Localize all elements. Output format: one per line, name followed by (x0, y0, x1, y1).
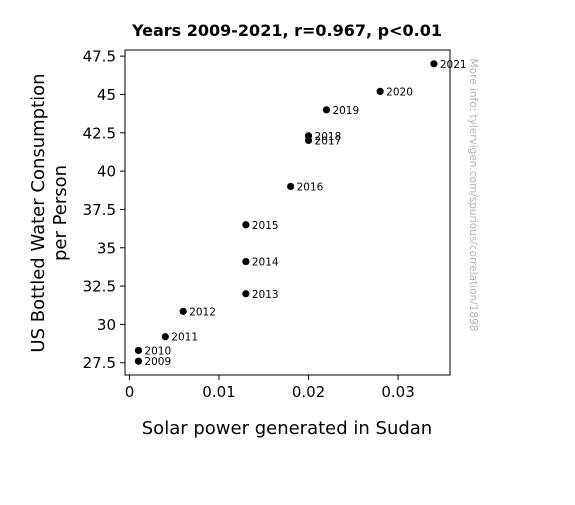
data-point-label: 2016 (297, 181, 324, 193)
data-point-label: 2013 (252, 289, 279, 301)
x-tick-label: 0.02 (292, 383, 325, 401)
y-axis-label-line-1: US Bottled Water Consumption (28, 73, 49, 352)
y-tick-label: 40 (97, 163, 116, 181)
y-tick-label: 45 (97, 86, 116, 104)
y-tick-label: 42.5 (83, 124, 116, 142)
y-tick-label: 32.5 (83, 278, 116, 296)
data-point-label: 2012 (189, 306, 216, 318)
data-point-label: 2019 (332, 105, 359, 117)
data-point-label: 2017 (315, 135, 342, 147)
x-axis-label: Solar power generated in Sudan (142, 418, 432, 439)
y-tick-label: 35 (97, 239, 116, 257)
data-point-label: 2018 (315, 131, 342, 143)
y-axis-ticks: 27.5 30 32.5 35 37.5 40 42.5 45 47.5 (83, 48, 125, 372)
data-point (376, 87, 384, 95)
y-tick-label: 27.5 (83, 354, 116, 372)
data-point-label: 2021 (440, 59, 467, 71)
x-axis-ticks: 0 0.01 0.02 0.03 (125, 375, 415, 401)
data-point (242, 221, 250, 229)
data-point (322, 106, 331, 114)
data-point (134, 357, 143, 365)
data-point (430, 60, 438, 68)
chart-title: Years 2009-2021, r=0.967, p<0.01 (131, 21, 442, 40)
data-point (134, 346, 143, 355)
data-point-label: 2014 (252, 257, 279, 269)
data-point (242, 257, 250, 266)
data-point-label: 2015 (252, 220, 279, 232)
watermark-text: More info: tylervigen.com/spurious/corre… (467, 59, 479, 332)
data-point-label: 2009 (144, 356, 171, 368)
data-point-label: 2010 (144, 345, 171, 357)
y-axis-label-line-2: per Person (50, 165, 71, 261)
y-tick-label: 30 (97, 316, 116, 334)
plot-area-frame (124, 49, 451, 376)
y-tick-label: 47.5 (83, 48, 116, 66)
y-tick-label: 37.5 (83, 201, 116, 219)
data-point (304, 132, 313, 140)
data-point (179, 307, 187, 315)
x-tick-label: 0 (125, 383, 135, 401)
data-point (242, 290, 250, 298)
data-point-label: 2011 (171, 332, 198, 344)
data-point (161, 333, 169, 341)
x-tick-label: 0.03 (381, 383, 414, 401)
data-point-label: 2020 (386, 86, 413, 98)
data-point (287, 182, 295, 191)
x-tick-label: 0.01 (202, 383, 235, 401)
